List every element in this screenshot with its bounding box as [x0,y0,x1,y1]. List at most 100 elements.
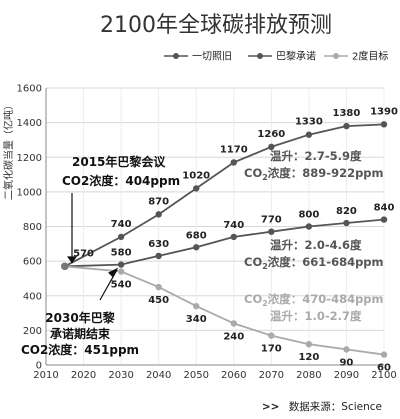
data-label: 580 [111,248,132,259]
data-label: 770 [261,215,282,226]
data-point [155,252,162,260]
data-point [305,223,313,230]
annotation-bau-line2: CO2浓度：889-922ppm [244,166,384,182]
data-point [380,121,388,128]
y-tick-label: 1000 [17,187,42,198]
legend-item: 一切照旧 [164,51,232,63]
data-point [305,341,313,348]
data-label: 450 [148,295,169,306]
data-point [193,185,200,192]
annotation-paris2015-line1: 2015年巴黎会议 [72,154,166,169]
data-point [230,233,237,241]
data-label: 1380 [333,108,361,119]
x-tick-label: 2030 [108,370,133,381]
legend-marker [257,53,263,59]
x-tick-label: 2100 [371,370,396,381]
y-tick-label: 600 [23,257,42,268]
y-tick-label: 200 [23,326,42,337]
subscript: 2 [262,299,268,308]
data-label: 740 [223,220,244,231]
x-tick-label: 2090 [334,370,359,381]
y-tick-label: 1400 [17,118,42,129]
data-point [117,268,125,275]
chart-legend: 一切照旧 巴黎承诺 2度目标 [164,50,388,63]
subscript: 2 [262,173,268,182]
x-tick-label: 2010 [33,370,58,381]
data-label: 90 [339,357,353,368]
data-label: 120 [298,352,319,363]
data-point [380,216,388,223]
data-label: 540 [111,280,132,291]
chart-title: 2100年全球碳排放预测 [100,13,332,38]
data-point [343,346,350,353]
co-text: CO [244,166,262,180]
x-tick-label: 2020 [71,370,96,381]
legend-marker [173,53,179,59]
data-label: 800 [298,210,319,221]
data-label: 1260 [257,129,285,140]
annotation-paris2015-line2: CO2浓度：404ppm [62,173,180,188]
source-marker: >> [262,401,280,413]
data-point [343,122,350,130]
data-label: 570 [73,248,94,259]
legend-item: 2度目标 [324,50,388,63]
annotation-text: 浓度：661-684ppm [268,255,384,269]
x-tick-label: 2040 [146,370,171,381]
data-point [230,320,237,327]
arrow-head [108,267,119,278]
data-point [380,351,388,358]
arrow-head [67,256,77,264]
annotation-paris2030-line3: CO2浓度：451ppm [21,342,139,357]
data-point [268,332,275,339]
data-label: 1390 [370,106,398,117]
data-point [155,283,162,291]
data-point [193,302,200,310]
data-point [268,143,275,151]
annotation-paris2030-line2: 承诺期结束 [50,326,111,341]
data-label: 340 [186,314,207,325]
data-point [155,211,162,218]
data-point [268,228,275,235]
y-tick-label: 400 [23,291,42,302]
legend-label: 巴黎承诺 [276,50,316,63]
co-text: CO [244,292,262,306]
data-label: 820 [336,206,357,217]
data-point [193,244,200,251]
data-point [343,219,350,227]
data-point [305,131,313,138]
x-tick-label: 2060 [221,370,246,381]
x-tick-label: 2050 [183,370,208,381]
source-text: 数据来源：Science [289,400,382,413]
data-label: 840 [374,203,395,214]
annotation-text: 浓度：470-484ppm [268,292,384,306]
source-note: >> 数据来源：Science [262,400,382,413]
data-label: 680 [186,230,207,241]
y-axis-label: 二氧化碳当量（亿吨） [2,100,15,200]
data-labels: 570 740 870 1020 1170 1260 1330 1380 1390 580 630 6… [73,106,398,373]
y-tick-label: 1200 [17,153,42,164]
data-point [117,261,125,268]
data-label: 1170 [220,144,248,155]
legend-item: 巴黎承诺 [248,50,316,63]
data-label: 170 [261,344,282,355]
annotation-twodeg-line1: CO2浓度：470-484ppm [244,292,384,308]
annotation-paris2030-line1: 2030年巴黎 [45,310,114,325]
annotation-bau-line1: 温升：2.7-5.9度 [270,149,362,163]
annotation-text: 浓度：889-922ppm [268,166,384,180]
data-label: 240 [223,331,244,342]
annotation-paris-line1: 温升：2.0-4.6度 [270,238,362,252]
x-tick-label: 2070 [259,370,284,381]
legend-marker [333,53,339,59]
axes: 0 200 400 600 800 1000 1200 1400 1600 2010 2020 203… [17,84,397,382]
co-text: CO [244,255,262,269]
data-label: 60 [377,363,391,374]
data-label: 870 [148,196,169,207]
start-point [60,262,69,271]
annotations: 2015年巴黎会议CO2浓度：404ppm2030年巴黎承诺期结束CO2浓度：4… [21,149,384,357]
legend-label: 2度目标 [352,50,388,63]
data-label: 740 [111,219,132,230]
annotation-twodeg-line2: 温升：1.0-2.7度 [270,309,362,323]
data-point [117,233,125,241]
